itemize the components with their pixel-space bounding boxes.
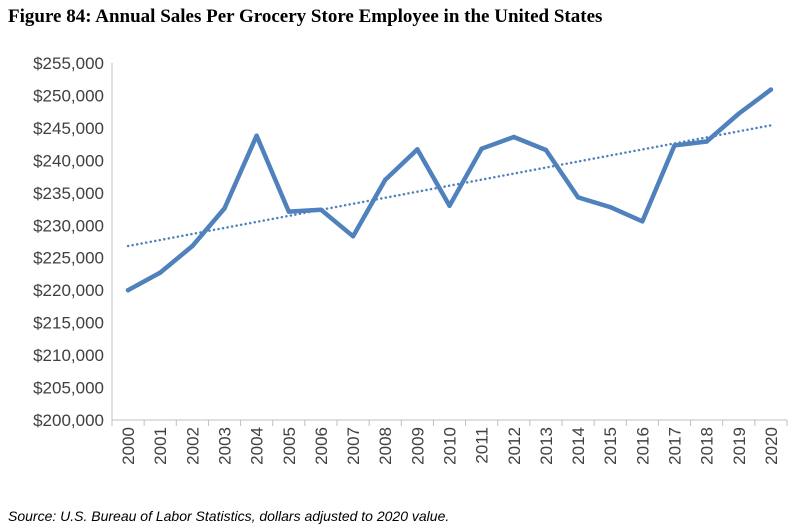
x-tick-label: 2001 xyxy=(151,427,170,465)
data-point xyxy=(415,147,420,152)
y-tick-label: $255,000 xyxy=(33,54,104,73)
plot-area xyxy=(125,87,774,293)
x-tick-label: 2019 xyxy=(730,427,749,465)
y-tick-label: $205,000 xyxy=(33,379,104,398)
data-point xyxy=(286,209,291,214)
data-point xyxy=(158,270,163,275)
y-tick-label: $245,000 xyxy=(33,119,104,138)
data-point xyxy=(736,111,741,116)
x-tick-label: 2016 xyxy=(633,427,652,465)
data-point xyxy=(190,243,195,249)
data-point xyxy=(543,147,549,153)
chart-axes xyxy=(111,63,788,426)
x-tick-labels: 2000 2001 2002 2003 2004 2005 2006 2007 2008 2009… xyxy=(119,427,781,465)
data-point xyxy=(254,133,259,138)
y-tick-labels: $200,000 $205,000 $210,000 $215,000 $220,000… xyxy=(33,54,104,430)
data-point xyxy=(575,195,581,200)
x-tick-label: 2011 xyxy=(473,427,492,464)
x-tick-label: 2018 xyxy=(698,427,717,465)
x-tick-label: 2004 xyxy=(248,427,267,465)
data-point xyxy=(511,134,516,140)
x-tick-label: 2006 xyxy=(312,427,331,465)
data-point xyxy=(768,87,774,92)
y-tick-label: $225,000 xyxy=(33,249,104,268)
y-tick-label: $250,000 xyxy=(33,86,104,105)
x-tick-label: 2010 xyxy=(441,427,460,465)
data-point xyxy=(350,234,356,239)
y-tick-label: $215,000 xyxy=(33,314,104,333)
x-tick-label: 2020 xyxy=(762,427,781,465)
figure-title: Figure 84: Annual Sales Per Grocery Stor… xyxy=(8,6,603,27)
x-tick-label: 2005 xyxy=(280,427,299,465)
y-tick-label: $240,000 xyxy=(33,151,104,170)
data-point xyxy=(383,177,388,183)
data-point xyxy=(222,206,227,211)
y-tick-label: $200,000 xyxy=(33,411,104,430)
x-tick-label: 2017 xyxy=(666,427,685,465)
data-point xyxy=(479,146,484,151)
x-tick-label: 2015 xyxy=(601,427,620,465)
x-tick-label: 2012 xyxy=(505,427,524,465)
source-note: Source: U.S. Bureau of Labor Statistics,… xyxy=(8,508,450,524)
x-tick-label: 2013 xyxy=(537,427,556,465)
y-tick-label: $230,000 xyxy=(33,216,104,235)
x-tick-label: 2009 xyxy=(408,427,427,465)
x-tick-label: 2008 xyxy=(376,427,395,465)
data-point xyxy=(608,204,613,210)
y-tick-label: $220,000 xyxy=(33,281,104,300)
data-point xyxy=(704,139,709,144)
data-point xyxy=(125,287,131,293)
sales-line xyxy=(125,87,774,293)
x-tick-label: 2003 xyxy=(216,427,235,465)
x-tick-label: 2014 xyxy=(569,427,588,465)
x-tick-label: 2007 xyxy=(344,427,363,465)
y-tick-label: $210,000 xyxy=(33,346,104,365)
data-point xyxy=(640,219,645,224)
trendline xyxy=(126,124,773,248)
x-tick-label: 2000 xyxy=(119,427,138,465)
x-tick-label: 2002 xyxy=(183,427,202,465)
data-point xyxy=(447,203,452,208)
y-tick-label: $235,000 xyxy=(33,184,104,203)
